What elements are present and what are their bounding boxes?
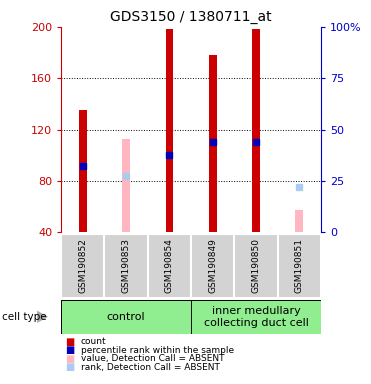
Bar (191, 233, 234, 298)
Bar (252, 30, 260, 232)
Bar (79, 110, 87, 232)
Text: value, Detection Call = ABSENT: value, Detection Call = ABSENT (81, 354, 224, 363)
Text: GSM190854: GSM190854 (165, 238, 174, 293)
Text: GSM190849: GSM190849 (208, 238, 217, 293)
Text: control: control (107, 312, 145, 322)
Bar (61, 233, 105, 298)
Bar (278, 233, 321, 298)
Text: ■: ■ (65, 345, 74, 355)
Text: GSM190852: GSM190852 (78, 238, 87, 293)
Title: GDS3150 / 1380711_at: GDS3150 / 1380711_at (110, 10, 272, 25)
Text: percentile rank within the sample: percentile rank within the sample (81, 346, 234, 355)
Bar (165, 30, 173, 232)
Bar (122, 139, 130, 232)
Text: count: count (81, 337, 106, 346)
Bar (105, 233, 148, 298)
Text: ■: ■ (65, 337, 74, 347)
Bar (148, 233, 191, 298)
Text: cell type: cell type (2, 312, 46, 322)
Bar (209, 55, 217, 232)
Text: ■: ■ (65, 354, 74, 364)
Bar (295, 210, 303, 232)
Bar (234, 233, 278, 298)
Text: GSM190851: GSM190851 (295, 238, 304, 293)
Text: GSM190850: GSM190850 (252, 238, 260, 293)
Text: inner medullary
collecting duct cell: inner medullary collecting duct cell (204, 306, 308, 328)
Text: GSM190853: GSM190853 (122, 238, 131, 293)
Text: rank, Detection Call = ABSENT: rank, Detection Call = ABSENT (81, 362, 219, 372)
Polygon shape (37, 311, 48, 323)
Bar (191, 300, 321, 334)
Text: ■: ■ (65, 362, 74, 372)
Bar (61, 300, 191, 334)
